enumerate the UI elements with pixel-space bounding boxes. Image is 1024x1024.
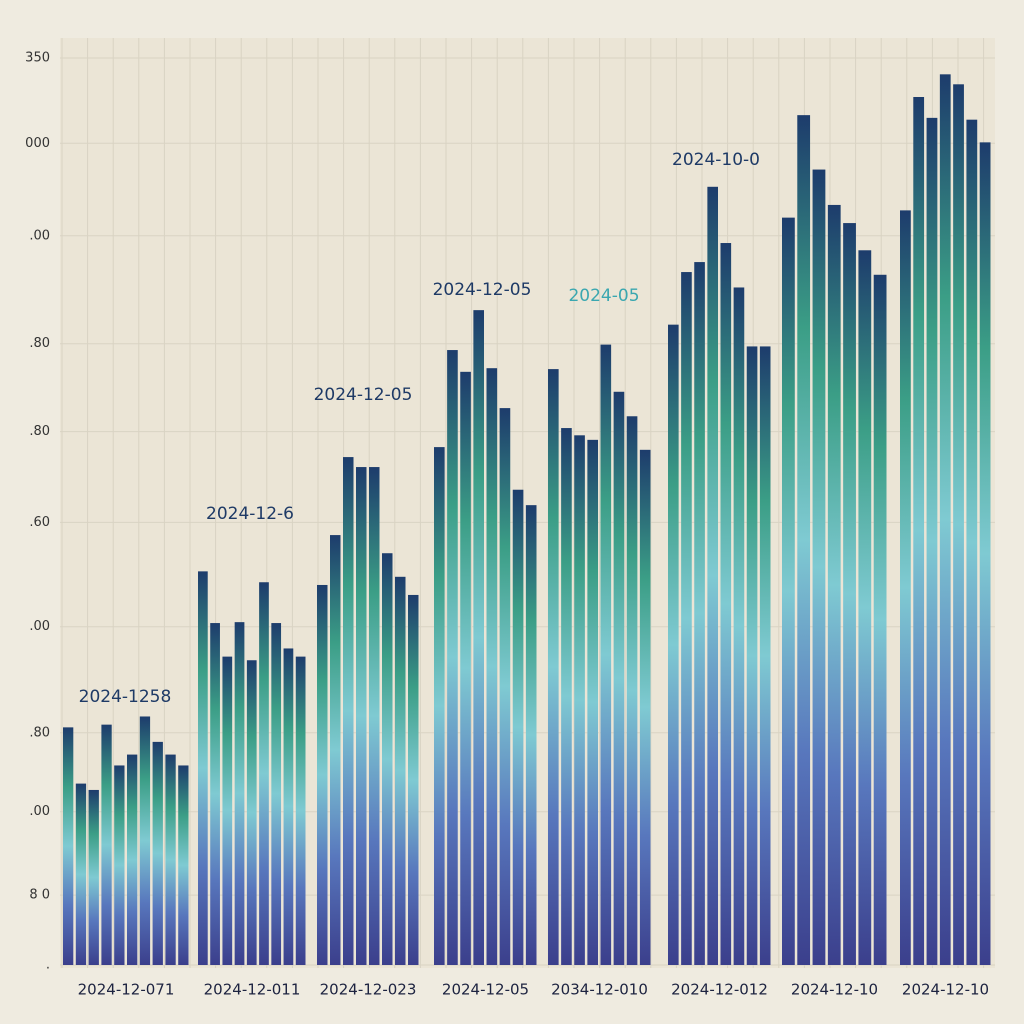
bar <box>782 217 795 965</box>
bar <box>939 74 951 966</box>
bar <box>926 117 938 965</box>
bar <box>434 447 445 965</box>
bar <box>626 416 638 965</box>
bar <box>733 287 745 965</box>
bar <box>953 84 964 966</box>
bar <box>694 262 705 965</box>
bar <box>283 648 294 965</box>
bar <box>246 660 257 965</box>
bar <box>369 467 380 965</box>
x-tick-label: 2024-12-012 <box>671 981 768 999</box>
bar <box>600 344 612 965</box>
x-tick-label: 2024-12-011 <box>204 981 301 999</box>
bar <box>561 428 572 965</box>
bar <box>797 115 811 966</box>
bar <box>460 371 471 965</box>
bar <box>271 623 282 965</box>
annotation: 2024-05 <box>568 286 639 306</box>
y-tick-label: 000 <box>25 136 50 151</box>
bar <box>198 571 208 965</box>
y-tick-label: 350 <box>25 51 50 66</box>
bar <box>858 250 872 965</box>
bar <box>720 243 732 965</box>
bar <box>75 783 87 965</box>
bar <box>395 576 406 965</box>
bar <box>639 449 651 966</box>
y-tick-label: .00 <box>29 619 50 634</box>
bar <box>343 457 354 965</box>
bar <box>843 223 856 966</box>
bar <box>88 789 99 965</box>
bar <box>873 274 887 965</box>
bar <box>259 582 269 965</box>
annotation: 2024-12-05 <box>314 385 413 405</box>
annotation: 2024-12-05 <box>433 280 532 300</box>
y-tick-label: . <box>46 958 50 973</box>
bar <box>681 272 692 965</box>
bar <box>486 368 498 966</box>
x-tick-label: 2024-12-023 <box>320 981 417 999</box>
x-tick-label: 2024-12-071 <box>78 981 175 999</box>
bar <box>499 408 511 965</box>
annotation: 2024-1258 <box>79 687 172 707</box>
x-tick-label: 2024-12-10 <box>791 981 878 999</box>
bar <box>966 119 978 965</box>
bar <box>408 594 419 965</box>
bar <box>812 169 826 965</box>
bar <box>165 754 176 965</box>
y-tick-label: .60 <box>29 515 50 530</box>
bar <box>548 369 559 965</box>
bar <box>447 350 458 966</box>
bar <box>356 467 367 965</box>
bar <box>759 346 771 965</box>
y-tick-label: .80 <box>29 424 50 439</box>
bar <box>127 754 138 965</box>
bar <box>63 727 74 965</box>
bar <box>101 724 112 965</box>
bar <box>900 210 911 966</box>
bar <box>613 391 625 965</box>
bar <box>114 765 125 965</box>
bar <box>222 656 233 965</box>
bar <box>574 435 585 965</box>
annotation: 2024-12-6 <box>206 504 294 524</box>
bar <box>473 310 484 965</box>
bar <box>587 439 598 965</box>
annotation: 2024-10-0 <box>672 150 760 170</box>
y-tick-label: .00 <box>29 228 50 243</box>
y-tick-label: .80 <box>29 725 50 740</box>
bar <box>152 741 163 965</box>
bar <box>913 97 925 966</box>
bar <box>512 489 524 965</box>
bar <box>317 584 328 965</box>
bar <box>178 765 189 965</box>
bar <box>979 142 991 965</box>
bar <box>382 553 393 965</box>
bar <box>707 186 718 965</box>
bar <box>139 716 151 965</box>
bar <box>210 623 220 965</box>
x-tick-label: 2024-12-05 <box>442 981 529 999</box>
bar <box>525 505 537 965</box>
bar <box>668 324 679 966</box>
y-tick-label: .80 <box>29 336 50 351</box>
bar <box>330 535 341 965</box>
y-tick-label: .00 <box>29 804 50 819</box>
y-tick-label: 8 0 <box>29 888 50 903</box>
bar <box>827 204 841 965</box>
bar <box>234 622 245 965</box>
x-tick-label: 2034-12-010 <box>551 981 648 999</box>
bar <box>746 346 758 965</box>
x-tick-label: 2024-12-10 <box>902 981 989 999</box>
bar <box>295 656 306 965</box>
